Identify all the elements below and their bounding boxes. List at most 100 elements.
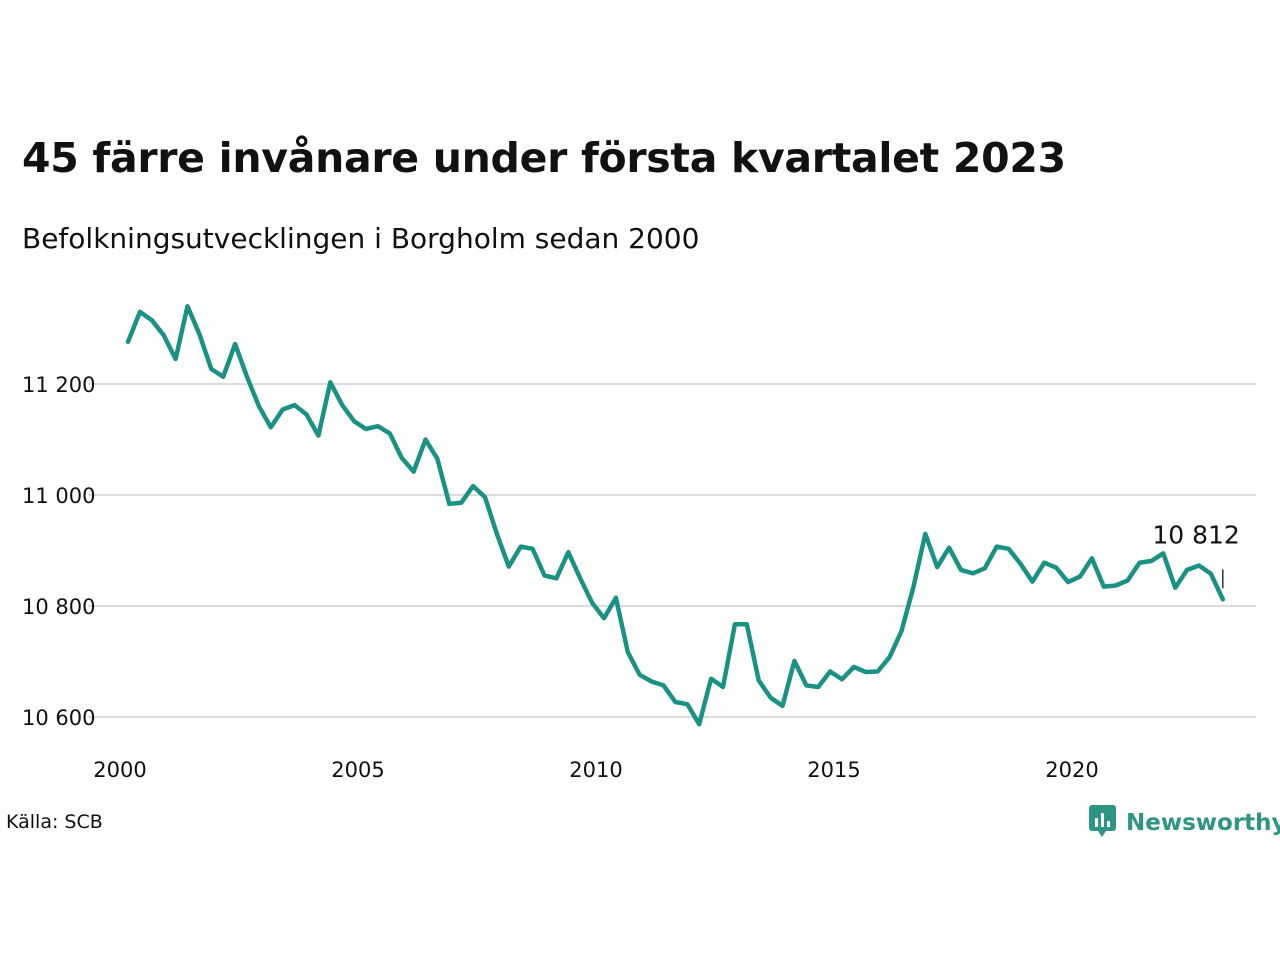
data-point: [958, 567, 964, 573]
x-axis: 2000 2005 2010 2015 2020: [93, 758, 1098, 782]
data-point: [661, 682, 667, 688]
data-point: [292, 402, 298, 408]
data-point: [1172, 585, 1178, 591]
data-point: [565, 549, 571, 555]
data-point: [756, 677, 762, 683]
end-value-label: 10 812: [1152, 520, 1239, 549]
data-point: [1196, 563, 1202, 569]
data-point: [1006, 546, 1012, 552]
data-point: [506, 564, 512, 570]
data-point: [1041, 560, 1047, 566]
data-point: [399, 455, 405, 461]
data-point: [375, 423, 381, 429]
data-point: [1089, 555, 1095, 561]
y-tick-label: 11 200: [22, 373, 95, 397]
data-point: [720, 684, 726, 690]
data-point: [553, 575, 559, 581]
chart-title: 45 färre invånare under första kvartalet…: [22, 134, 1066, 182]
data-point: [125, 339, 131, 345]
data-point: [803, 682, 809, 688]
brand-name: Newsworthy: [1126, 810, 1280, 836]
data-point: [304, 412, 310, 418]
chart-subtitle: Befolkningsutvecklingen i Borgholm sedan…: [22, 222, 700, 255]
data-point: [280, 407, 286, 413]
data-point: [387, 430, 393, 436]
data-point: [1053, 565, 1059, 571]
data-point: [542, 573, 548, 579]
data-point: [1029, 579, 1035, 585]
population-line-chart: 10 600 10 800 11 000 11 200 2000 2005 2010 201…: [22, 304, 1256, 782]
data-point: [946, 545, 952, 551]
data-point: [839, 676, 845, 682]
data-point: [339, 402, 345, 408]
data-point: [863, 669, 869, 675]
data-point: [208, 366, 214, 372]
data-point: [434, 456, 440, 462]
data-point: [196, 331, 202, 337]
data-point: [768, 695, 774, 701]
data-point: [423, 437, 429, 443]
data-point: [315, 433, 321, 439]
data-point: [696, 721, 702, 727]
data-point: [922, 531, 928, 537]
y-axis: 10 600 10 800 11 000 11 200: [22, 373, 95, 730]
data-point: [1018, 561, 1024, 567]
x-tick-label: 2005: [331, 758, 384, 782]
population-line: [125, 304, 1226, 727]
data-point: [589, 600, 595, 606]
data-point: [601, 615, 607, 621]
data-point: [934, 564, 940, 570]
data-point: [268, 424, 274, 430]
data-point: [1137, 560, 1143, 566]
data-point: [791, 658, 797, 664]
data-point: [1065, 579, 1071, 585]
data-point: [994, 544, 1000, 550]
data-point: [744, 621, 750, 627]
series-layer: [125, 304, 1226, 727]
annotation-layer: 10 812: [1152, 520, 1240, 589]
x-tick-label: 2015: [807, 758, 860, 782]
data-point: [732, 621, 738, 627]
x-tick-label: 2020: [1045, 758, 1098, 782]
y-tick-label: 10 600: [22, 706, 95, 730]
data-point: [1125, 578, 1131, 584]
data-point: [899, 628, 905, 634]
data-point: [672, 699, 678, 705]
data-point: [887, 654, 893, 660]
data-point: [149, 317, 155, 323]
data-point: [256, 403, 262, 409]
newsworthy-logo-icon: [1088, 804, 1118, 842]
data-point: [470, 483, 476, 489]
data-point: [411, 469, 417, 475]
data-point: [1184, 567, 1190, 573]
data-point: [458, 500, 464, 506]
data-point: [1101, 584, 1107, 590]
data-point: [1148, 558, 1154, 564]
x-tick-label: 2000: [93, 758, 146, 782]
data-point: [1220, 596, 1226, 602]
data-point: [613, 595, 619, 601]
data-point: [1077, 574, 1083, 580]
data-point: [684, 701, 690, 707]
data-point: [1113, 583, 1119, 589]
data-point: [875, 669, 881, 675]
data-point: [351, 418, 357, 424]
data-point: [637, 672, 643, 678]
gridlines: [88, 383, 1256, 718]
data-point: [244, 374, 250, 380]
y-tick-label: 10 800: [22, 595, 95, 619]
x-tick-label: 2010: [569, 758, 622, 782]
data-point: [827, 669, 833, 675]
data-point: [173, 356, 179, 362]
data-point: [970, 570, 976, 576]
brand-logo[interactable]: Newsworthy: [1088, 804, 1280, 842]
data-point: [625, 649, 631, 655]
data-point: [1160, 550, 1166, 556]
data-point: [327, 379, 333, 385]
data-point: [232, 341, 238, 347]
data-point: [780, 703, 786, 709]
data-point: [518, 544, 524, 550]
data-point: [910, 584, 916, 590]
data-point: [161, 332, 167, 338]
data-point: [446, 501, 452, 507]
